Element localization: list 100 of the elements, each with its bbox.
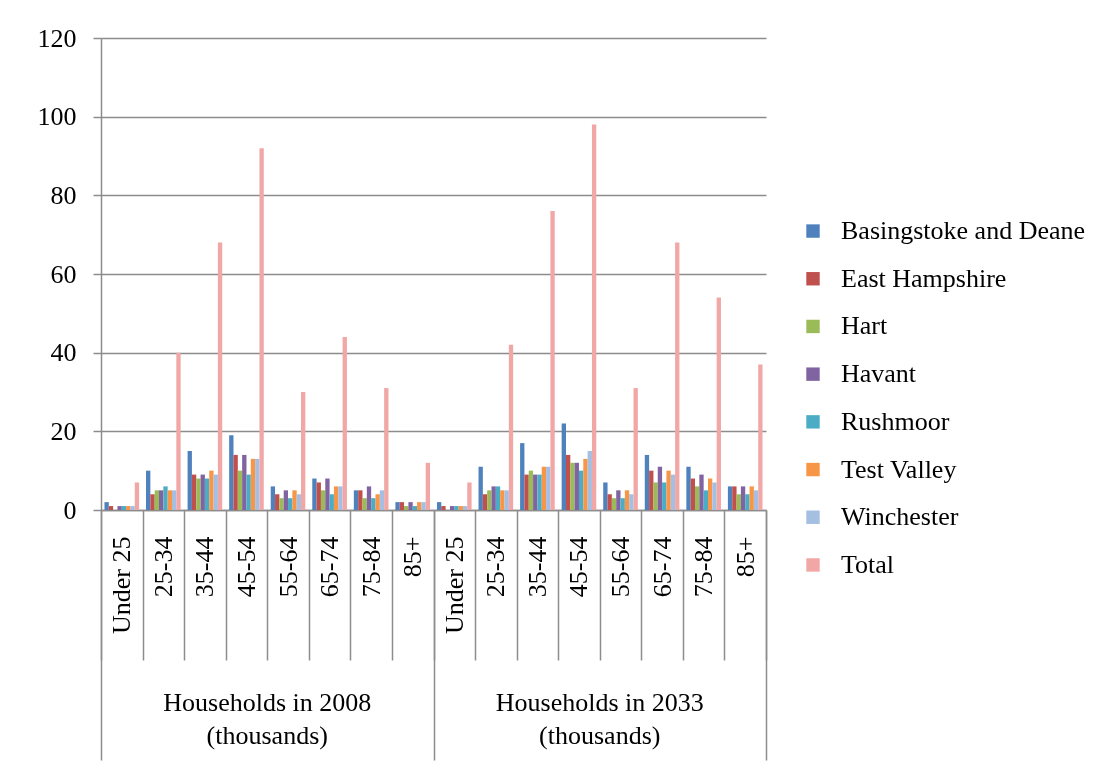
bar xyxy=(603,482,608,510)
bar xyxy=(316,482,321,510)
text: Households in 2033 (thousands) xyxy=(495,688,704,750)
bar xyxy=(732,486,737,510)
bar xyxy=(176,352,181,510)
bar xyxy=(117,506,122,510)
x-tick-label: 65-74 xyxy=(315,536,345,598)
bar xyxy=(333,486,339,510)
bar xyxy=(338,486,343,510)
bar xyxy=(342,336,347,510)
bar xyxy=(108,506,114,510)
bar xyxy=(159,490,164,510)
bar xyxy=(130,506,135,510)
bar xyxy=(482,494,488,510)
bar xyxy=(740,486,746,510)
bar xyxy=(196,478,201,510)
bar xyxy=(279,498,284,510)
y-tick-label: 40 xyxy=(50,338,77,368)
bar xyxy=(421,502,426,510)
legend-label: Winchester xyxy=(841,502,959,532)
text: Households in 2008 (thousands) xyxy=(163,688,372,750)
bar xyxy=(703,490,708,510)
x-tick-label: 55-64 xyxy=(606,536,636,598)
y-tick-label: 80 xyxy=(50,180,77,210)
bar xyxy=(425,462,431,510)
x-tick-label: 45-54 xyxy=(231,536,261,598)
bar xyxy=(565,454,571,510)
bar xyxy=(301,392,306,510)
bar xyxy=(246,474,251,510)
bar xyxy=(657,466,663,510)
bar xyxy=(237,470,243,510)
bar xyxy=(591,124,597,510)
bar xyxy=(629,494,634,510)
bar xyxy=(487,490,492,510)
bar xyxy=(358,490,363,510)
bar xyxy=(644,454,650,510)
bar xyxy=(296,494,302,510)
bar xyxy=(616,490,621,510)
x-tick-label: 75-84 xyxy=(689,536,719,598)
bar xyxy=(467,482,472,510)
bar xyxy=(329,494,334,510)
x-tick-label: 85+ xyxy=(730,536,760,578)
bar xyxy=(561,423,566,510)
bar xyxy=(550,211,555,510)
x-tick-label: 55-64 xyxy=(273,536,303,598)
bar xyxy=(242,454,247,510)
legend-label: East Hampshire xyxy=(841,263,1007,293)
bar xyxy=(384,388,389,510)
bar xyxy=(749,486,754,510)
bar xyxy=(541,466,547,510)
bar xyxy=(134,482,140,510)
bar xyxy=(292,490,297,510)
y-tick-label: 60 xyxy=(50,259,77,289)
bar xyxy=(255,458,260,510)
bar xyxy=(209,470,214,510)
bar xyxy=(607,494,612,510)
bar xyxy=(172,490,177,510)
bar xyxy=(653,482,658,510)
bar xyxy=(187,451,192,510)
bar xyxy=(283,490,289,510)
bar xyxy=(583,458,588,510)
x-tick-label: Under 25 xyxy=(107,536,137,634)
bar xyxy=(458,506,463,510)
bar xyxy=(191,474,197,510)
bar xyxy=(670,474,676,510)
bar xyxy=(150,494,155,510)
bar xyxy=(449,506,455,510)
y-tick-label: 20 xyxy=(50,416,77,446)
bar xyxy=(250,458,256,510)
bar xyxy=(379,490,385,510)
bar xyxy=(695,486,700,510)
legend-label: Hart xyxy=(841,311,888,341)
bar xyxy=(441,506,446,510)
bar xyxy=(707,478,713,510)
bar xyxy=(675,242,680,510)
bar xyxy=(395,502,400,510)
y-tick-label: 0 xyxy=(63,495,77,525)
x-tick-label: 65-74 xyxy=(647,536,677,598)
legend-label: Havant xyxy=(841,359,917,389)
bar xyxy=(649,470,654,510)
bar xyxy=(375,494,380,510)
bar xyxy=(259,148,264,510)
bar xyxy=(154,490,160,510)
bar xyxy=(500,490,505,510)
bar xyxy=(633,388,638,510)
bar xyxy=(478,466,483,510)
bar xyxy=(699,474,704,510)
bar xyxy=(504,490,509,510)
bar xyxy=(736,494,741,510)
bar xyxy=(312,478,317,510)
x-tick-label: 35-44 xyxy=(522,536,552,598)
bar xyxy=(495,486,501,510)
legend-label: Total xyxy=(841,549,895,579)
bar xyxy=(574,462,579,510)
y-tick-label: 100 xyxy=(37,102,77,132)
bar xyxy=(712,482,717,510)
bar xyxy=(666,470,671,510)
bar xyxy=(454,506,459,510)
bar xyxy=(233,454,238,510)
bar xyxy=(167,490,172,510)
